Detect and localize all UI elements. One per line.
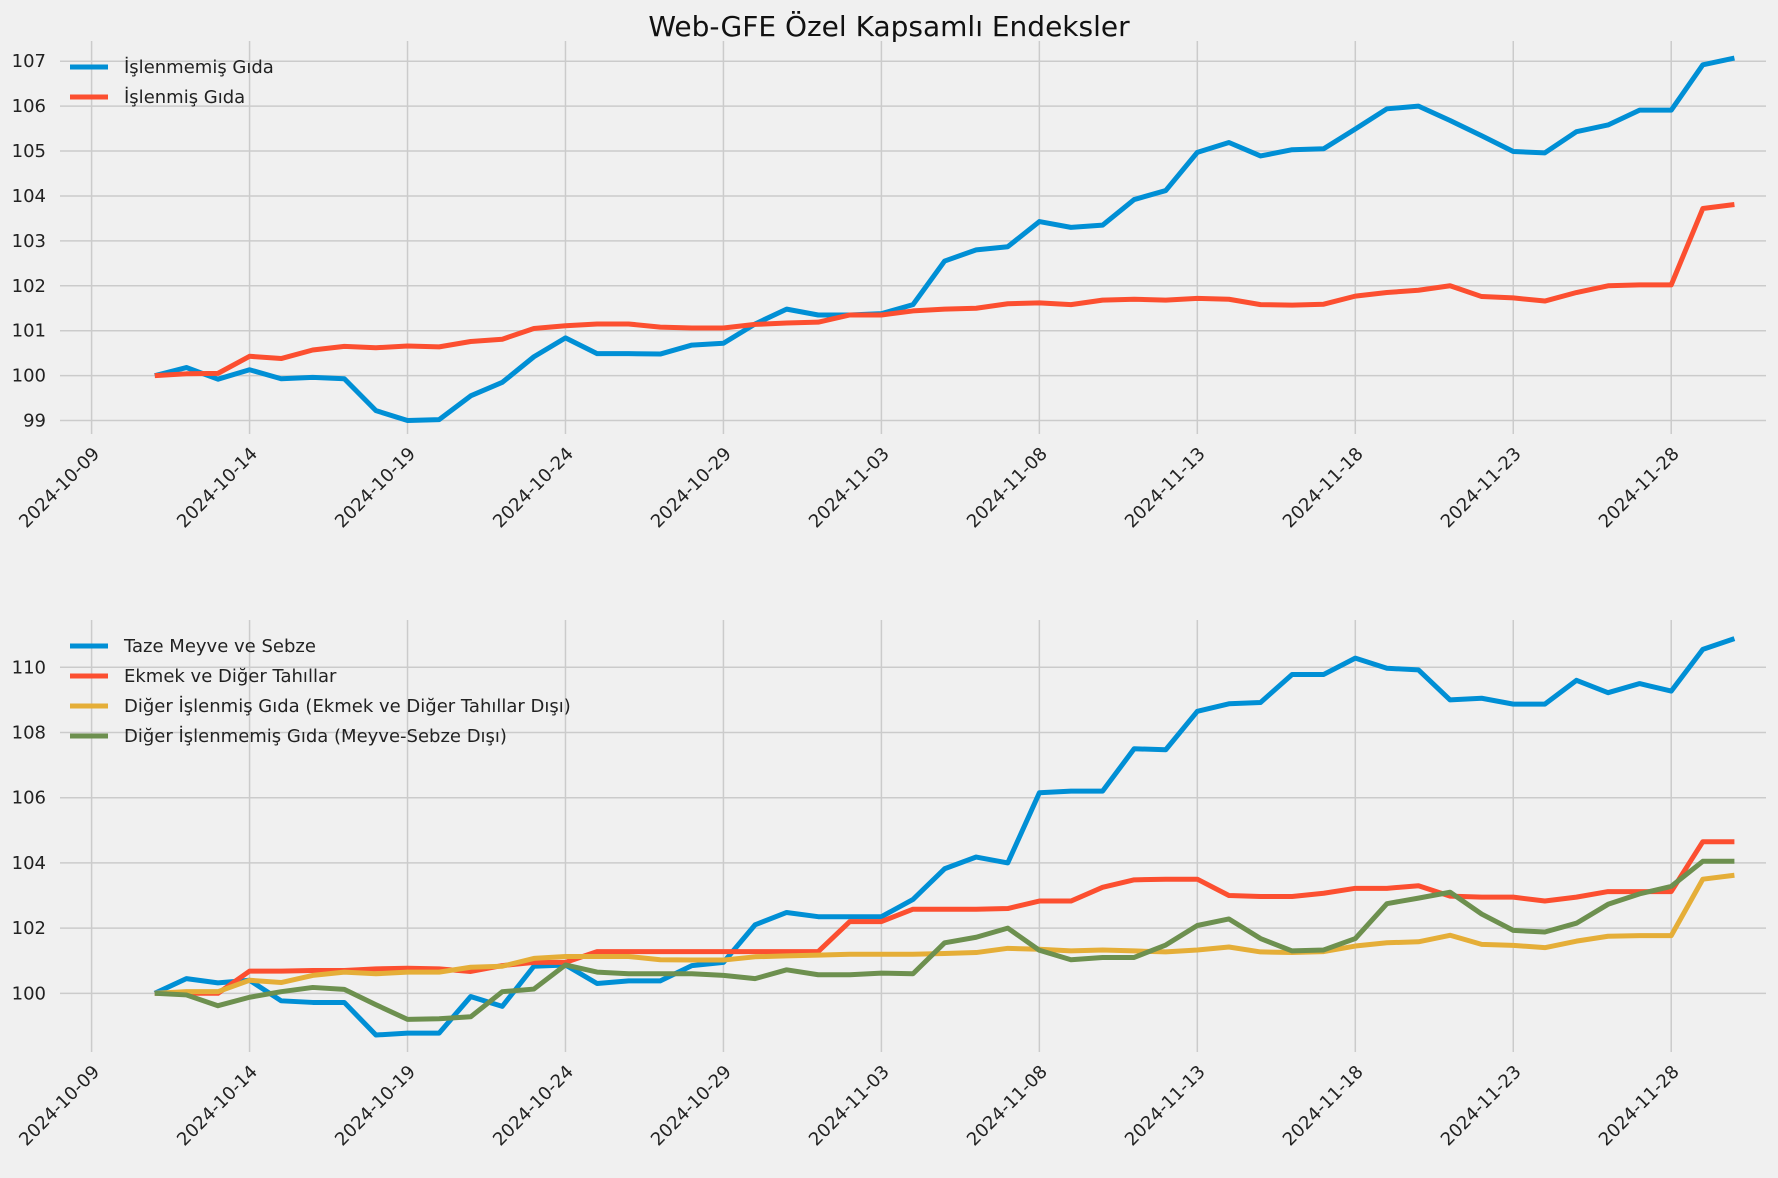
- y-tick-label: 104: [12, 186, 46, 207]
- y-tick-label: 102: [12, 918, 46, 939]
- chart-title: Web-GFE Özel Kapsamlı Endeksler: [648, 9, 1130, 43]
- y-tick-label: 100: [12, 983, 46, 1004]
- series-line-4: [154, 858, 1735, 1022]
- y-tick-label: 107: [12, 51, 46, 72]
- y-tick-label: 101: [12, 321, 46, 342]
- y-tick-label: 108: [12, 722, 46, 743]
- legend-label: İşlenmiş Gıda: [124, 87, 245, 108]
- series-line-3: [154, 872, 1735, 996]
- y-tick-label: 100: [12, 366, 46, 387]
- series-line-2: [154, 839, 1735, 996]
- legend-label: İşlenmemiş Gıda: [124, 57, 274, 78]
- series-line-1: [153, 636, 1736, 1038]
- y-tick-label: 99: [23, 411, 46, 432]
- series-line-2: [154, 202, 1735, 379]
- series-line-1: [154, 55, 1735, 424]
- y-tick-label: 103: [12, 231, 46, 252]
- y-tick-label: 104: [12, 853, 46, 874]
- y-tick-label: 110: [12, 657, 46, 678]
- y-tick-label: 105: [12, 141, 46, 162]
- legend-label: Taze Meyve ve Sebze: [123, 636, 316, 657]
- y-tick-label: 106: [12, 788, 46, 809]
- legend-label: Diğer İşlenmiş Gıda (Ekmek ve Diğer Tahı…: [124, 696, 571, 717]
- legend-label: Ekmek ve Diğer Tahıllar: [124, 666, 337, 687]
- y-tick-label: 106: [12, 96, 46, 117]
- y-tick-label: 102: [12, 276, 46, 297]
- legend-label: Diğer İşlenmemiş Gıda (Meyve-Sebze Dışı): [124, 726, 507, 747]
